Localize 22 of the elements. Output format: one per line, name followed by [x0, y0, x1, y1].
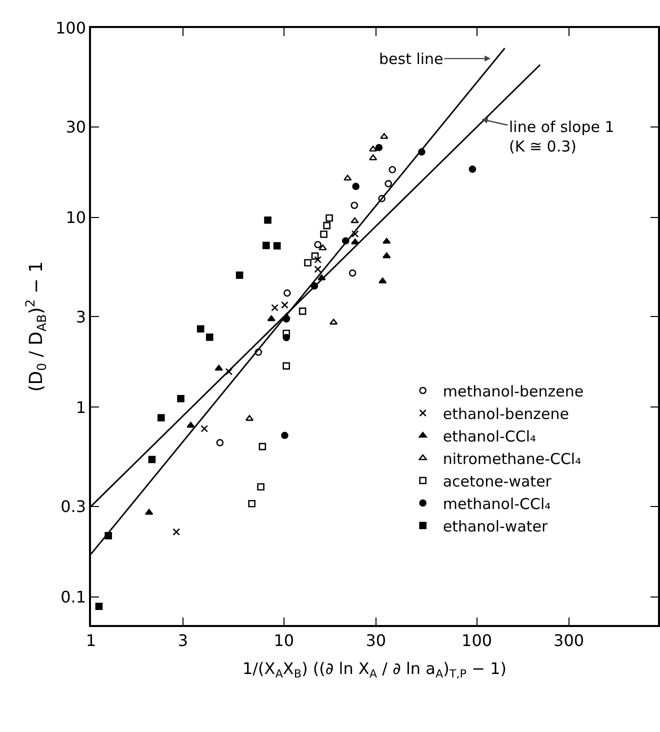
y-tick-label: 3 [76, 307, 86, 326]
legend-label: nitromethane-CCl₄ [442, 450, 582, 468]
y-tick-label: 100 [56, 18, 86, 38]
x-tick-label: 100 [462, 630, 492, 650]
legend-label: ethanol-CCl₄ [442, 427, 536, 446]
y-tick-label: 0.3 [60, 496, 86, 516]
legend-label: ethanol-benzene [442, 404, 570, 423]
y-tick-label: 1 [76, 398, 86, 417]
y-tick-label: 30 [66, 118, 86, 137]
legend-label: ethanol-water [442, 517, 548, 536]
text: 1/(X$_{A}$X$_{B}$) ((∂ ln X$_{A}$ / ∂ ln a$_{A}$)$_{T,P}$ − 1) [242, 659, 507, 681]
y-tick-label: 0.1 [60, 587, 86, 606]
x-tick-label: 30 [366, 630, 386, 650]
x-tick-label: 3 [178, 630, 188, 650]
y-tick-label: 10 [66, 208, 86, 228]
annotation: line of slope 1 (K ≅ 0.3) [509, 118, 614, 156]
legend-label: methanol-benzene [442, 382, 584, 400]
legend-label: methanol-CCl₄ [442, 494, 551, 513]
x-tick-label: 10 [274, 630, 294, 650]
annotation: best line [379, 50, 444, 68]
legend-label: acetone-water [442, 472, 552, 490]
x-tick-label: 300 [554, 630, 584, 650]
